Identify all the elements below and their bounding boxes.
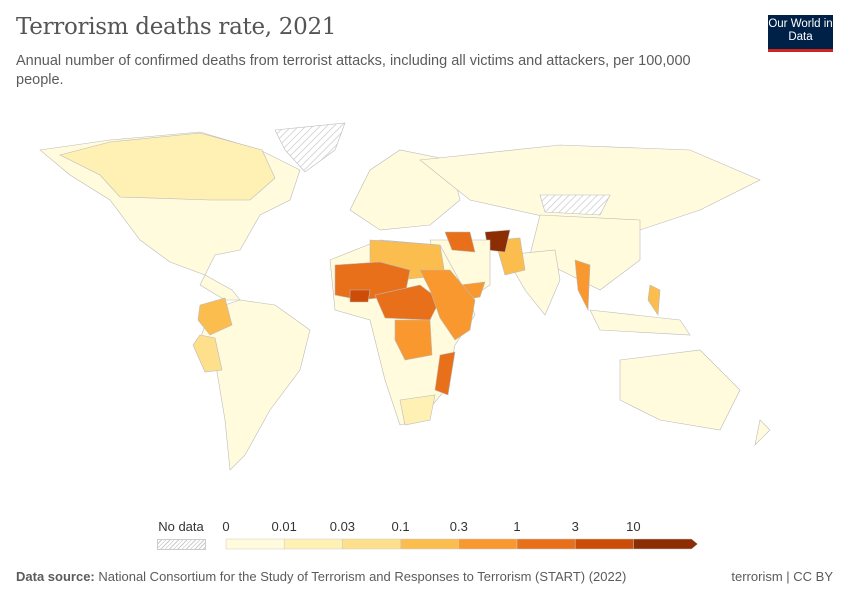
world-map[interactable] xyxy=(0,110,850,510)
country-south-africa[interactable] xyxy=(399,394,436,426)
legend-tick-label: 0.01 xyxy=(271,519,297,534)
country-philippines[interactable] xyxy=(647,284,661,316)
legend-tick-label: 0 xyxy=(222,519,230,534)
country-south-america[interactable] xyxy=(199,299,311,471)
legend-tick-label: 0.03 xyxy=(329,519,356,534)
country-burkina[interactable] xyxy=(349,289,371,303)
country-nigeria-chad-car[interactable] xyxy=(374,284,441,321)
legend: No data 0 0.01 0.03 0.1 0.3 1 3 10 xyxy=(0,515,850,555)
country-australia[interactable] xyxy=(619,349,741,431)
country-myanmar[interactable] xyxy=(574,259,591,312)
legend-no-data-label: No data xyxy=(158,519,204,534)
country-indonesia[interactable] xyxy=(589,309,691,336)
country-greenland[interactable] xyxy=(274,122,346,173)
footer-source: Data source: National Consortium for the… xyxy=(16,569,626,584)
license[interactable]: terrorism | CC BY xyxy=(731,569,833,584)
legend-tick-label: 0.1 xyxy=(391,519,410,534)
country-russia-asia[interactable] xyxy=(419,144,761,231)
legend-bin[interactable] xyxy=(225,538,285,550)
legend-bin[interactable] xyxy=(283,538,343,550)
source-text[interactable]: National Consortium for the Study of Ter… xyxy=(98,569,627,584)
legend-tick-label: 3 xyxy=(571,519,579,534)
country-drc[interactable] xyxy=(394,319,433,361)
legend-bin[interactable] xyxy=(458,538,518,550)
country-central-america[interactable] xyxy=(199,274,241,301)
legend-bin[interactable] xyxy=(574,538,634,550)
country-syria-iraq[interactable] xyxy=(444,231,476,253)
legend-bin[interactable] xyxy=(342,538,401,550)
country-new-zealand[interactable] xyxy=(754,419,771,446)
chart-title: Terrorism deaths rate, 2021 xyxy=(16,14,337,40)
legend-bin[interactable] xyxy=(516,538,576,550)
legend-tick-label: 0.3 xyxy=(449,519,468,534)
owid-logo[interactable]: Our World in Data xyxy=(768,15,833,52)
country-sudan-ethiopia-somalia[interactable] xyxy=(419,269,476,341)
source-label: Data source: xyxy=(16,569,95,584)
country-peru[interactable] xyxy=(192,334,223,373)
legend-bin[interactable] xyxy=(400,538,460,550)
legend-no-data-swatch xyxy=(157,539,206,550)
legend-bin[interactable] xyxy=(633,538,698,550)
country-mongolia[interactable] xyxy=(539,194,611,216)
chart-subtitle: Annual number of confirmed deaths from t… xyxy=(16,53,691,88)
country-colombia[interactable] xyxy=(197,297,233,336)
country-canada[interactable] xyxy=(59,132,276,201)
legend-tick-label: 10 xyxy=(626,519,641,534)
country-mozambique[interactable] xyxy=(434,351,456,396)
legend-tick-label: 1 xyxy=(513,519,521,534)
